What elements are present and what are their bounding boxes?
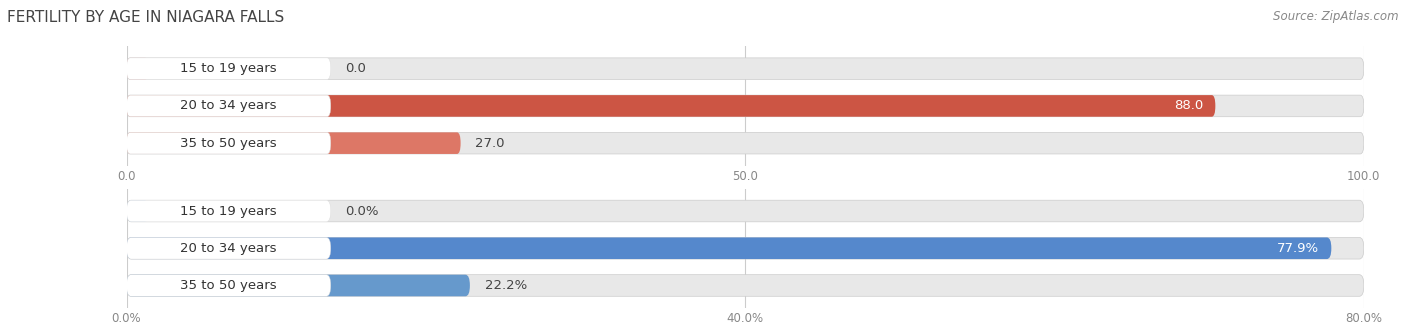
FancyBboxPatch shape [127, 237, 1364, 259]
Text: 27.0: 27.0 [475, 137, 505, 150]
FancyBboxPatch shape [127, 132, 330, 154]
Text: 35 to 50 years: 35 to 50 years [180, 137, 277, 150]
FancyBboxPatch shape [127, 200, 1364, 222]
FancyBboxPatch shape [127, 275, 1364, 296]
FancyBboxPatch shape [127, 58, 149, 79]
Text: 35 to 50 years: 35 to 50 years [180, 279, 277, 292]
Text: 20 to 34 years: 20 to 34 years [180, 99, 277, 113]
Text: 15 to 19 years: 15 to 19 years [180, 205, 277, 217]
FancyBboxPatch shape [127, 58, 330, 79]
FancyBboxPatch shape [127, 132, 461, 154]
FancyBboxPatch shape [127, 95, 1215, 117]
FancyBboxPatch shape [127, 200, 149, 222]
FancyBboxPatch shape [127, 95, 330, 117]
FancyBboxPatch shape [127, 275, 470, 296]
FancyBboxPatch shape [127, 95, 1364, 117]
Text: 77.9%: 77.9% [1277, 242, 1319, 255]
FancyBboxPatch shape [127, 237, 330, 259]
Text: 15 to 19 years: 15 to 19 years [180, 62, 277, 75]
Text: 88.0: 88.0 [1174, 99, 1204, 113]
Text: FERTILITY BY AGE IN NIAGARA FALLS: FERTILITY BY AGE IN NIAGARA FALLS [7, 10, 284, 25]
FancyBboxPatch shape [127, 237, 1331, 259]
FancyBboxPatch shape [127, 58, 1364, 79]
Text: 22.2%: 22.2% [485, 279, 527, 292]
Text: Source: ZipAtlas.com: Source: ZipAtlas.com [1274, 10, 1399, 23]
FancyBboxPatch shape [127, 275, 330, 296]
FancyBboxPatch shape [127, 132, 1364, 154]
Text: 0.0: 0.0 [346, 62, 367, 75]
FancyBboxPatch shape [127, 200, 330, 222]
Text: 20 to 34 years: 20 to 34 years [180, 242, 277, 255]
Text: 0.0%: 0.0% [346, 205, 380, 217]
